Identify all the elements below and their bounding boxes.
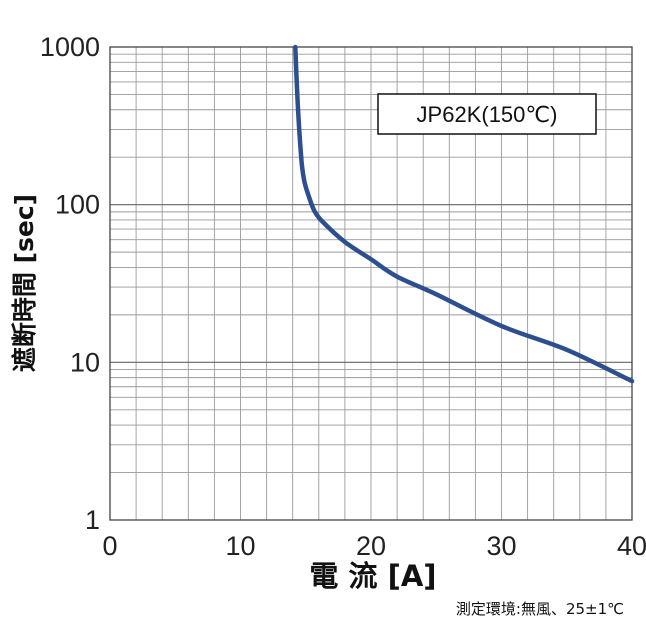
legend: JP62K(150℃) <box>377 93 597 135</box>
measurement-note: 測定環境:無風、25±1℃ <box>456 600 624 618</box>
x-axis-title: 電 流 [A] <box>309 559 436 593</box>
tick-labels: 0 10 20 30 40 1 10 100 1000 <box>40 32 646 561</box>
series-layer <box>293 44 635 384</box>
y-axis-title: 遮断時間 [sec] <box>10 194 39 372</box>
legend-label: JP62K(150℃) <box>417 102 558 127</box>
plot-frame <box>109 46 633 521</box>
x-tick-label: 30 <box>486 531 516 561</box>
x-tick-label: 20 <box>356 531 386 561</box>
y-tick-label: 10 <box>70 347 100 377</box>
x-tick-label: 10 <box>225 531 255 561</box>
x-tick-label: 0 <box>102 531 117 561</box>
y-tick-label: 1000 <box>40 32 100 62</box>
x-tick-label: 40 <box>617 531 646 561</box>
y-tick-label: 1 <box>85 505 100 535</box>
legend-box <box>377 93 597 135</box>
series-line <box>293 44 635 384</box>
y-tick-label: 100 <box>55 190 100 220</box>
